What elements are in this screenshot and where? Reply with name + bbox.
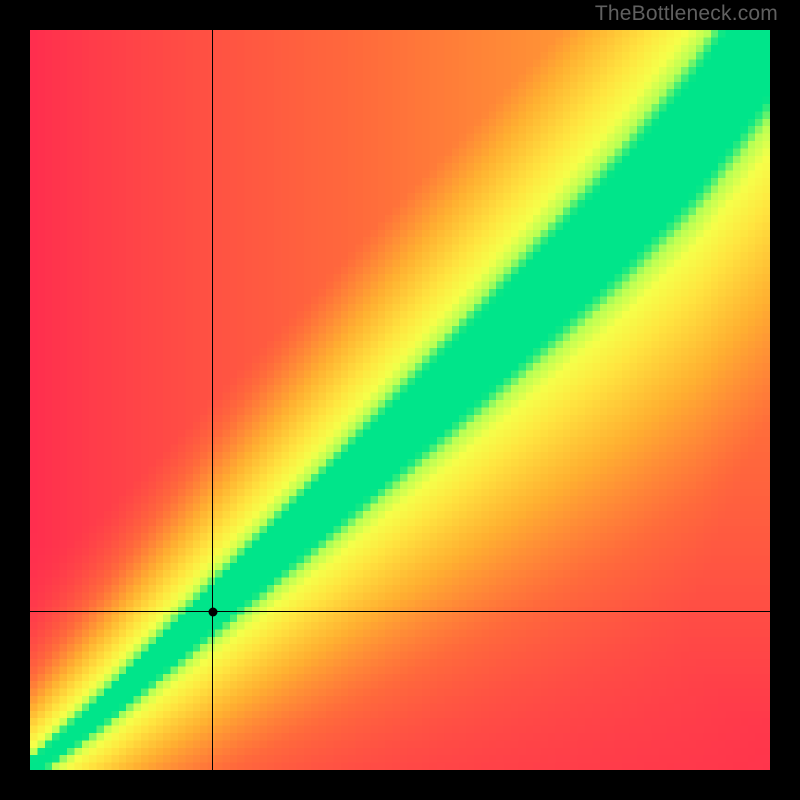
- heatmap-canvas: [30, 30, 770, 770]
- watermark-text: TheBottleneck.com: [595, 2, 778, 26]
- crosshair-horizontal: [30, 611, 770, 612]
- crosshair-vertical: [212, 30, 213, 770]
- crosshair-marker: [208, 607, 217, 616]
- heatmap-plot: [30, 30, 770, 770]
